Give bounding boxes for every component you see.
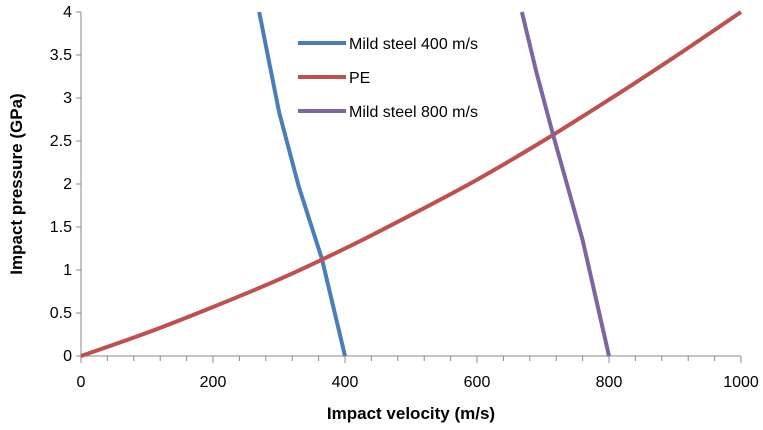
y-tick-label: 1 bbox=[63, 262, 72, 279]
y-tick-label: 3.5 bbox=[50, 47, 72, 64]
y-tick-label: 2 bbox=[63, 176, 72, 193]
x-axis-title: Impact velocity (m/s) bbox=[327, 404, 495, 423]
y-ticks: 0 0.5 1 1.5 2 2.5 3 3.5 4 bbox=[50, 4, 81, 365]
legend-label-0: Mild steel 400 m/s bbox=[349, 36, 478, 53]
y-tick-label: 2.5 bbox=[50, 133, 72, 150]
series-lines bbox=[80, 10, 743, 358]
x-ticks: 0 200 400 600 800 1000 bbox=[77, 356, 759, 391]
y-tick-label: 4 bbox=[63, 4, 72, 21]
x-tick-label: 600 bbox=[464, 374, 491, 391]
x-tick-label: 400 bbox=[332, 374, 359, 391]
series-line-1 bbox=[80, 10, 743, 358]
y-tick-label: 1.5 bbox=[50, 219, 72, 236]
x-tick-label: 0 bbox=[77, 374, 86, 391]
legend-label-1: PE bbox=[349, 70, 370, 87]
x-tick-label: 200 bbox=[200, 374, 227, 391]
series-line-2 bbox=[519, 11, 611, 357]
y-axis-title: Impact pressure (GPa) bbox=[7, 93, 26, 274]
y-tick-label: 3 bbox=[63, 90, 72, 107]
x-tick-label: 800 bbox=[596, 374, 623, 391]
y-tick-label: 0.5 bbox=[50, 305, 72, 322]
y-tick-label: 0 bbox=[63, 348, 72, 365]
x-tick-label: 1000 bbox=[723, 374, 759, 391]
legend: Mild steel 400 m/s PE Mild steel 800 m/s bbox=[298, 36, 478, 121]
plot-area: 0 0.5 1 1.5 2 2.5 3 3.5 4 0 200 400 600 800 1000 Mild… bbox=[50, 4, 759, 391]
legend-label-2: Mild steel 800 m/s bbox=[349, 104, 478, 121]
series-line-0 bbox=[257, 11, 347, 357]
